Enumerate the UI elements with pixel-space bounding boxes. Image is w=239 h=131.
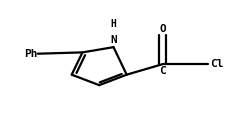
Text: Ph: Ph — [24, 49, 37, 59]
Text: H: H — [111, 20, 116, 29]
Text: C: C — [159, 66, 166, 75]
Text: Cl: Cl — [210, 59, 223, 69]
Text: O: O — [159, 24, 166, 34]
Text: N: N — [110, 35, 117, 45]
